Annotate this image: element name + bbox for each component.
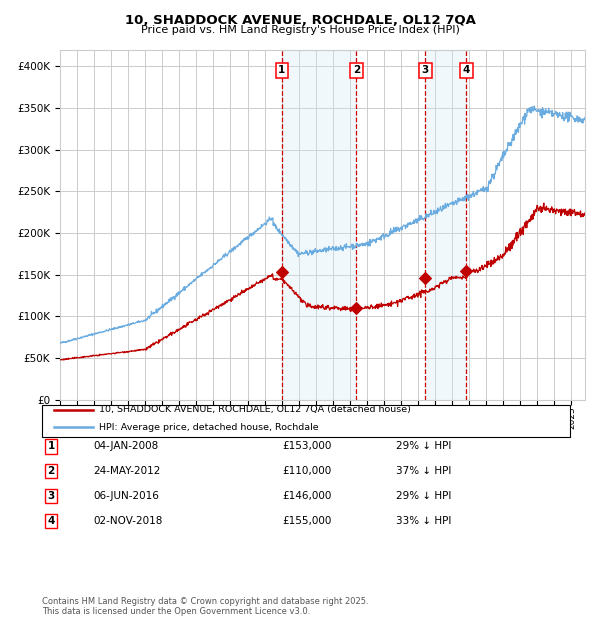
- Text: £146,000: £146,000: [282, 491, 331, 501]
- Text: 37% ↓ HPI: 37% ↓ HPI: [396, 466, 451, 476]
- Text: Contains HM Land Registry data © Crown copyright and database right 2025.: Contains HM Land Registry data © Crown c…: [42, 597, 368, 606]
- Text: This data is licensed under the Open Government Licence v3.0.: This data is licensed under the Open Gov…: [42, 607, 310, 616]
- Text: 3: 3: [422, 66, 429, 76]
- Text: HPI: Average price, detached house, Rochdale: HPI: Average price, detached house, Roch…: [99, 423, 319, 432]
- Text: 4: 4: [47, 516, 55, 526]
- Point: [421, 273, 430, 283]
- Text: 02-NOV-2018: 02-NOV-2018: [93, 516, 163, 526]
- Text: 24-MAY-2012: 24-MAY-2012: [93, 466, 160, 476]
- Text: 1: 1: [278, 66, 286, 76]
- Text: 29% ↓ HPI: 29% ↓ HPI: [396, 491, 451, 501]
- Text: £153,000: £153,000: [282, 441, 331, 451]
- Point: [461, 265, 471, 275]
- Text: Price paid vs. HM Land Registry's House Price Index (HPI): Price paid vs. HM Land Registry's House …: [140, 25, 460, 35]
- Bar: [282, 50, 356, 400]
- Text: 06-JUN-2016: 06-JUN-2016: [93, 491, 159, 501]
- Text: 3: 3: [47, 491, 55, 501]
- Bar: [425, 50, 466, 400]
- Text: 10, SHADDOCK AVENUE, ROCHDALE, OL12 7QA: 10, SHADDOCK AVENUE, ROCHDALE, OL12 7QA: [125, 14, 475, 27]
- Text: 10, SHADDOCK AVENUE, ROCHDALE, OL12 7QA (detached house): 10, SHADDOCK AVENUE, ROCHDALE, OL12 7QA …: [99, 405, 411, 414]
- Text: 2: 2: [353, 66, 360, 76]
- Text: 33% ↓ HPI: 33% ↓ HPI: [396, 516, 451, 526]
- Text: £110,000: £110,000: [282, 466, 331, 476]
- Point: [277, 267, 287, 277]
- Text: 29% ↓ HPI: 29% ↓ HPI: [396, 441, 451, 451]
- Text: 1: 1: [47, 441, 55, 451]
- Text: 2: 2: [47, 466, 55, 476]
- Text: £155,000: £155,000: [282, 516, 331, 526]
- Text: 04-JAN-2008: 04-JAN-2008: [93, 441, 158, 451]
- Text: 4: 4: [463, 66, 470, 76]
- Point: [352, 303, 361, 313]
